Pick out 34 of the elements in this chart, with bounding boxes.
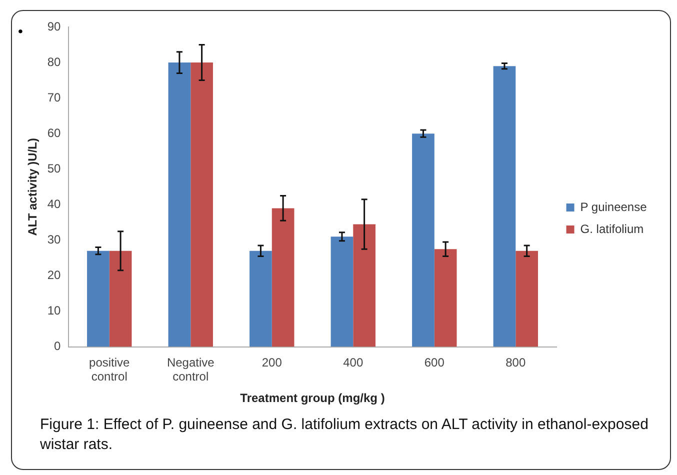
y-tick-label: 60 [47,126,62,140]
bar [190,62,213,347]
y-tick-label: 40 [47,196,62,211]
y-tick-label: 50 [47,161,62,176]
legend-label: P guineense [580,200,648,214]
y-tick-label: 30 [47,232,62,247]
y-tick-label: 10 [47,304,62,318]
x-tick-label: 200 [262,355,282,370]
y-tick-label: 70 [47,90,62,104]
y-tick-label: 80 [47,54,62,69]
bar [87,250,110,347]
x-tick-label: 800 [506,355,526,370]
caption: Figure 1: Effect of P. guineense and G. latifolium extracts on ALT activity in ethanol-exposed wistar rats. [40,415,650,455]
bar [272,208,294,347]
y-tick-label: 90 [47,19,62,34]
bar [330,236,354,347]
y-tick-label: 20 [47,268,62,282]
bar [493,66,516,347]
bar [412,134,434,347]
text: • [18,23,23,39]
bar [434,249,457,347]
bar [353,224,376,347]
bar [250,250,272,347]
bar [516,250,538,347]
bar [168,62,191,347]
y-tick-label: 0 [54,339,62,354]
y-axis-title: ALT activity )U/L) [26,138,40,236]
legend-label: G. latifolium [580,222,644,236]
bar [109,250,132,347]
x-tick-label: 600 [424,355,445,370]
x-axis-title: Treatment group (mg/kg ) [240,391,385,406]
x-tick-label: Negative control [166,355,215,384]
x-tick-label: 400 [343,355,364,370]
x-tick-label: positive control [89,355,130,384]
